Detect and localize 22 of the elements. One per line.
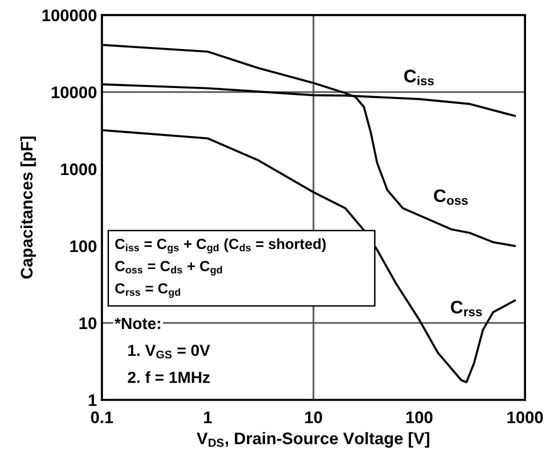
series-label: C$_{iss}$ <box>404 70 434 86</box>
y-tick-label: 10 <box>80 317 96 330</box>
y-axis-title: Capacitances [pF] <box>20 136 36 279</box>
series-label: C$_{rss}$ <box>450 300 482 316</box>
x-axis-title: V$_{DS}$, Drain-Source Voltage [V] <box>196 432 430 448</box>
x-tick-label: 1 <box>204 412 212 424</box>
x-tick-label: 100 <box>406 411 432 424</box>
annotation: 1. V$_{GS}$ = 0V <box>128 344 210 359</box>
x-tick-label: 0.1 <box>91 411 114 424</box>
annotation: C$_{oss}$ = C$_{ds}$ + C$_{gd}$ <box>115 260 222 276</box>
text: C$_{iss}$ = C$_{gs}$ + C$_{gd}$ (C$_{ds}$ = shorted) <box>115 238 326 254</box>
x-tick-label: 1000 <box>507 411 543 424</box>
y-tick-label: 10000 <box>52 86 96 98</box>
annotation: 2. f = 1MHz <box>128 371 210 383</box>
annotation: C$_{rss}$ = C$_{gd}$ <box>115 283 180 298</box>
series-label: C$_{oss}$ <box>434 189 468 205</box>
y-tick-label: 100 <box>70 240 96 252</box>
annotation: *Note: <box>114 318 160 330</box>
y-tick-label: 1000 <box>61 163 96 176</box>
y-tick-label: 1 <box>88 394 97 406</box>
y-tick-label: 100000 <box>42 9 96 22</box>
x-tick-label: 10 <box>305 411 322 424</box>
